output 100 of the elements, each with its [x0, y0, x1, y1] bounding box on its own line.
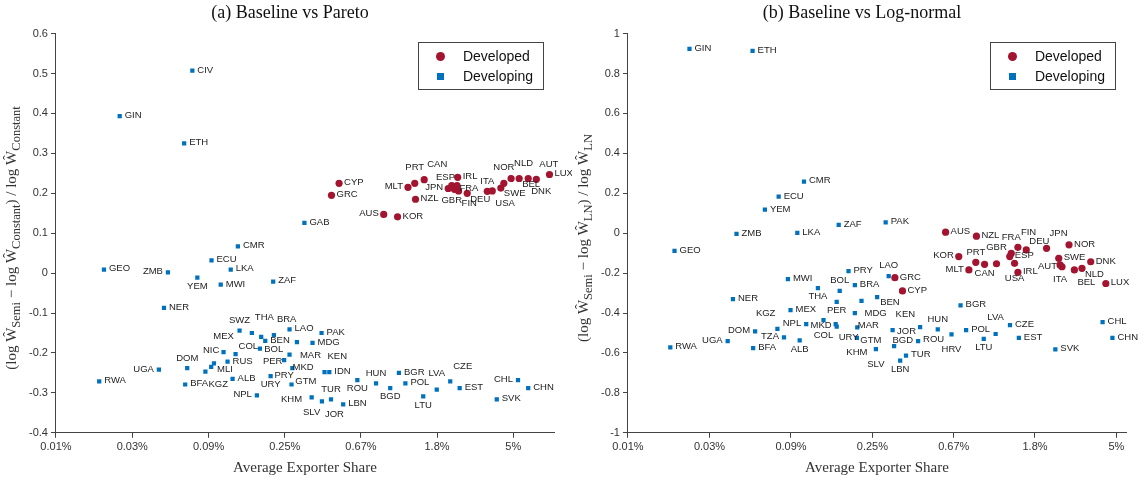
data-label: GBR [986, 241, 1007, 253]
data-label: IRL [462, 170, 478, 182]
y-tick-label: -0.4 [600, 306, 620, 319]
data-label: PER [262, 354, 283, 366]
data-label: KGZ [755, 307, 776, 319]
data-label: MKD [810, 319, 832, 331]
data-label: GIN [124, 109, 142, 121]
data-label: LAO [294, 322, 314, 334]
data-label: KOR [402, 209, 424, 221]
data-label: NOR [1074, 237, 1096, 249]
y-tick-label: 0.6 [32, 26, 48, 39]
data-label: KEN [327, 350, 348, 362]
data-label: CIV [197, 63, 214, 75]
data-label: RWA [675, 340, 698, 352]
data-label: YEM [187, 279, 208, 291]
y-tick-label: 0 [41, 266, 48, 279]
x-tick-label: 0.25% [269, 440, 301, 453]
data-label: HUN [365, 366, 387, 378]
data-label: POL [971, 322, 991, 334]
data-label: CZE [1015, 318, 1034, 330]
x-tick-label: 0.67% [938, 440, 970, 453]
data-label: EST [1023, 330, 1043, 342]
data-label: CHN [533, 380, 554, 392]
data-label: THA [254, 311, 275, 323]
data-label: BFA [190, 377, 209, 389]
y-tick-label: 0.2 [32, 186, 48, 199]
data-label: GTM [295, 374, 317, 386]
data-label: NLD [514, 156, 534, 168]
data-label: NLD [1084, 267, 1105, 279]
data-label: CYP [907, 283, 928, 295]
data-label: BFA [758, 341, 777, 353]
data-label: SWE [1063, 251, 1086, 263]
data-label: TUR [911, 348, 931, 360]
chart-title: (b) Baseline vs Log-normal [762, 1, 962, 23]
data-label: ROU [346, 382, 369, 394]
data-label: BGD [892, 334, 914, 346]
data-label: MWI [792, 271, 813, 283]
data-label: AUT [1037, 259, 1058, 271]
y-tick-label: 0.6 [604, 106, 620, 119]
data-label: ZAF [278, 274, 297, 286]
data-label: RWA [104, 374, 127, 386]
data-label: TUR [321, 382, 341, 394]
data-label: LKA [802, 225, 821, 237]
x-tick-label: 0.01% [612, 440, 644, 453]
data-label: CAN [427, 158, 448, 170]
y-tick-label: 0.5 [32, 66, 48, 79]
data-label: BEN [270, 333, 290, 345]
data-label: CZE [453, 359, 473, 371]
data-label: NZL [420, 192, 439, 204]
data-label: ALB [790, 342, 809, 354]
data-label: USA [495, 197, 516, 209]
data-label: JOR [324, 407, 345, 419]
data-label: MKD [292, 360, 314, 372]
data-label: BGR [965, 298, 987, 310]
x-tick-label: 1.8% [424, 440, 450, 453]
chart-title: (a) Baseline vs Pareto [211, 1, 369, 23]
data-label: POL [410, 376, 430, 388]
data-label: ITA [480, 174, 495, 186]
data-label: LVA [987, 311, 1005, 323]
data-label: LUX [1110, 276, 1130, 288]
x-tick-label: 0.01% [40, 440, 72, 453]
data-label: BEL [522, 177, 541, 189]
y-tick-label: -0.3 [28, 385, 48, 398]
data-label: DEU [1029, 235, 1050, 247]
data-label: PRT [966, 245, 986, 257]
data-label: MAR [299, 348, 322, 360]
data-label: CMR [242, 239, 265, 251]
data-label: FRA [459, 182, 480, 194]
data-label: GRC [899, 270, 922, 282]
data-label: KOR [933, 249, 954, 261]
data-label: LBN [348, 397, 367, 409]
data-label: GAB [309, 215, 330, 227]
data-label: TZA [761, 330, 780, 342]
data-label: EST [464, 380, 484, 392]
data-label: HUN [927, 312, 949, 324]
data-label: KGZ [208, 378, 229, 390]
data-label: MLT [945, 262, 965, 274]
data-label: LTU [975, 341, 993, 353]
data-label: NOR [493, 160, 515, 172]
data-label: FRA [1001, 230, 1022, 242]
data-label: COL [813, 328, 834, 340]
y-tick-label: 0.3 [32, 146, 48, 159]
data-label: COL [238, 339, 259, 351]
data-label: ALB [237, 371, 256, 383]
data-label: NIC [203, 344, 220, 356]
data-label: AUS [359, 207, 379, 219]
y-tick-label: 0 [613, 226, 620, 239]
data-label: PER [826, 304, 847, 316]
y-tick-label: 0.1 [32, 226, 48, 239]
data-label: SLV [303, 405, 321, 417]
data-label: RUS [232, 354, 253, 366]
y-tick-label: 0.8 [604, 66, 620, 79]
data-label: MLT [384, 180, 404, 192]
data-label: BEN [880, 296, 900, 308]
data-label: CYP [344, 176, 364, 188]
data-label: GRC [336, 188, 358, 200]
data-label: PRY [274, 368, 295, 380]
data-label: NZL [981, 229, 1000, 241]
data-label: BOL [264, 343, 284, 355]
data-label: UGA [702, 334, 724, 346]
